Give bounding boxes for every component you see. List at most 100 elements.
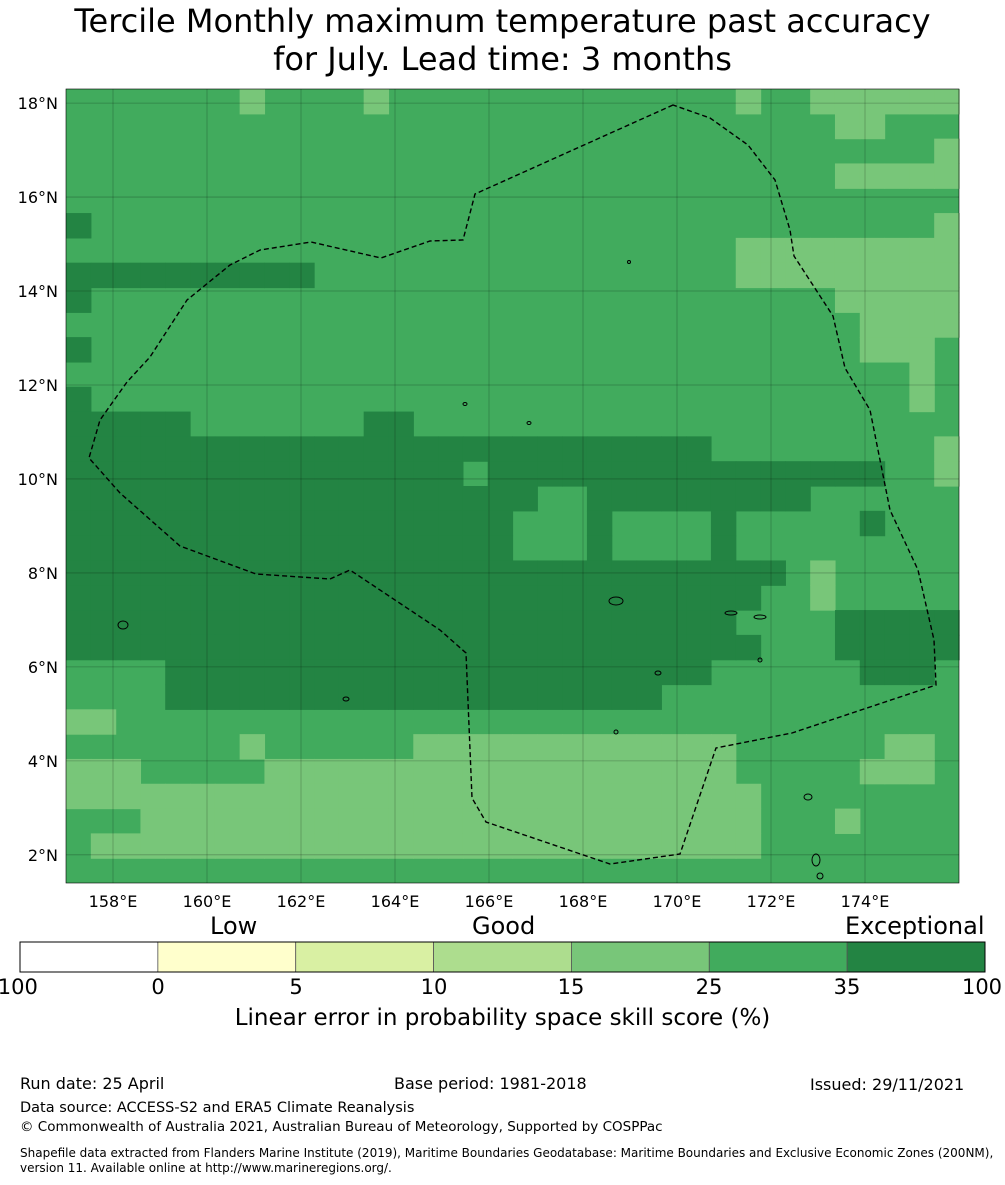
grid-cell [338,610,365,636]
grid-cell [611,461,638,487]
grid-cell [314,535,340,562]
colorbar-tick: 0 [151,975,165,999]
island-outlines [117,260,824,880]
grid-cell [859,113,886,140]
grid-cell [735,634,762,661]
colorbar-tick: 35 [833,975,861,999]
grid-cell [710,634,737,661]
grid-cell [909,610,935,636]
longitude-label: 166°E [465,892,514,911]
title-line-2: for July. Lead time: 3 months [273,40,732,78]
grid-cell [562,610,588,636]
latitude-label: 16°N [18,188,58,207]
grid-cell [710,783,737,810]
grid-cell [438,510,464,537]
latitude-label: 18°N [18,94,58,113]
longitude-label: 158°E [89,892,138,911]
grid-cell [289,585,315,611]
grid-cell [214,684,241,710]
grid-cell [413,535,439,562]
grid-cell [363,486,390,512]
grid-cell [487,833,514,859]
grid-cell [190,262,216,289]
grid-cell [165,684,191,710]
grid-cell [760,486,786,512]
grid-cell [661,486,687,512]
grid-cell [487,684,514,710]
grid-cell [140,461,166,487]
grid-cell [586,634,613,661]
grid-cell [413,758,439,785]
grid-cell [611,833,638,859]
grid-cell [487,436,514,462]
grid-cell [586,758,613,785]
grid-cell [884,610,910,636]
grid-cell [834,287,861,313]
grid-cell [66,386,92,413]
grid-cell [909,262,935,289]
grid-cell [760,461,786,487]
grid-cell [338,634,365,661]
grid-cell [735,237,762,264]
colorbar-tick: 10 [420,975,448,999]
grid-cell [165,461,191,487]
grid-cell [834,113,861,140]
grid-cell [661,734,687,760]
shapefile-credit-line-1: Shapefile data extracted from Flanders M… [20,1146,994,1160]
grid-cell [710,808,737,834]
grid-cell [834,262,861,289]
grid-cell [636,808,662,834]
grid-cell [611,585,638,611]
grid-cell [90,758,117,785]
grid-cell [363,411,390,437]
grid-cell [66,262,92,289]
grid-cell [487,634,514,661]
grid-cell [661,634,687,661]
grid-cell [909,337,935,363]
grid-cell [66,287,92,313]
grid-cell [636,436,662,462]
grid-cell [735,585,762,611]
grid-cell [413,634,439,661]
grid-cell [363,535,390,562]
longitude-label: 162°E [277,892,326,911]
grid-cell [636,659,662,686]
grid-cell [586,684,613,710]
grid-cell [314,634,340,661]
grid-cell [363,610,390,636]
grid-cell [512,659,538,686]
grid-cell [264,758,290,785]
grid-cell [289,634,315,661]
grid-cell [611,560,638,586]
grid-cell [810,461,836,487]
grid-cell [710,560,737,586]
grid-cell [512,634,538,661]
grid-cell [66,337,92,363]
grid-cell [884,634,910,661]
grid-cell [214,808,241,834]
grid-cell [462,634,489,661]
grid-cell [636,585,662,611]
grid-cell [462,486,489,512]
grid-cell [611,610,638,636]
grid-cell [90,783,117,810]
grid-cell [239,89,266,115]
grid-cell [190,461,216,487]
grid-cell [760,262,786,289]
grid-cell [462,783,489,810]
grid-cell [438,734,464,760]
grid-cell [289,262,315,289]
grid-cell [686,585,712,611]
grid-cell [686,634,712,661]
run-date: Run date: 25 April [20,1074,165,1093]
grid-cell [686,734,712,760]
grid-cell [586,560,613,586]
grid-cell [686,461,712,487]
grid-cell [537,585,563,611]
grid-cell [289,486,315,512]
grid-cell [661,585,687,611]
grid-cell [289,808,315,834]
grid-cell [934,461,960,487]
grid-cell [338,486,365,512]
